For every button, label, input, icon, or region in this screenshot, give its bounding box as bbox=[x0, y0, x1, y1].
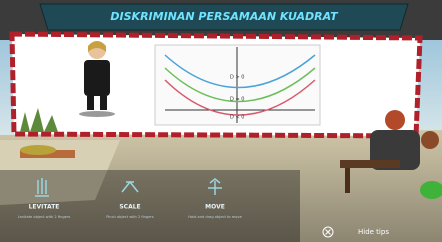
fruit-bowl bbox=[20, 145, 56, 155]
graph-label: D = 0 bbox=[230, 97, 244, 103]
hide-tips-label: Hide tips bbox=[358, 228, 389, 236]
graph-label: D < 0 bbox=[230, 115, 244, 121]
tip-label: MOVE bbox=[205, 204, 225, 211]
tip-hint: Levitate object with 2 fingers bbox=[18, 215, 71, 219]
ar-scene: DISKRIMINAN PERSAMAAN KUADRAT D > 0 D = … bbox=[0, 0, 442, 242]
tip-hint: Hold and drag object to move bbox=[188, 215, 242, 219]
tip-label: LEVITATE bbox=[29, 204, 60, 211]
tip-label: SCALE bbox=[119, 204, 140, 211]
title: DISKRIMINAN PERSAMAAN KUADRAT bbox=[110, 10, 339, 23]
tip-hint: Pinch object with 2 fingers bbox=[106, 215, 154, 219]
page: DISKRIMINAN PERSAMAAN KUADRAT D > 0 D = … bbox=[0, 0, 442, 242]
graph: D > 0 D = 0 D < 0 bbox=[155, 45, 320, 125]
graph-label: D > 0 bbox=[230, 75, 244, 81]
